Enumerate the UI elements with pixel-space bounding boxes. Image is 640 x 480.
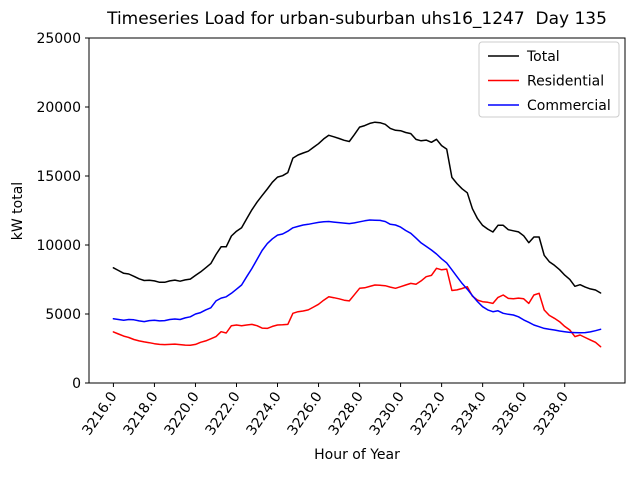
- y-axis-label: kW total: [10, 181, 26, 241]
- legend-label: Commercial: [527, 98, 611, 114]
- y-tick-label: 20000: [36, 100, 81, 116]
- y-tick-label: 15000: [36, 169, 81, 185]
- x-tick-label: 3222.0: [203, 389, 244, 438]
- y-tick-label: 0: [72, 376, 81, 392]
- x-tick-label: 3230.0: [367, 389, 408, 438]
- x-tick-label: 3236.0: [490, 389, 531, 438]
- series-line-commercial: [112, 219, 602, 334]
- x-axis-label: Hour of Year: [314, 447, 400, 463]
- x-tick-label: 3224.0: [244, 389, 285, 438]
- chart-title: Timeseries Load for urban-suburban uhs16…: [107, 9, 607, 29]
- legend-label: Total: [526, 49, 560, 65]
- x-tick-label: 3228.0: [326, 389, 367, 438]
- x-tick-label: 3232.0: [408, 389, 449, 438]
- y-tick-label: 25000: [36, 31, 81, 47]
- series-line-total: [112, 121, 602, 294]
- legend-box: [478, 41, 620, 118]
- x-tick-label: 3234.0: [449, 389, 490, 438]
- x-tick-label: 3216.0: [79, 389, 120, 438]
- x-tick-label: 3238.0: [531, 389, 572, 438]
- legend: Total Residential Commercial: [478, 41, 620, 118]
- x-tick-label: 3218.0: [121, 389, 162, 438]
- x-tick-label: 3220.0: [162, 389, 203, 438]
- y-tick-label: 5000: [45, 307, 81, 323]
- series-line-residential: [112, 267, 602, 348]
- x-tick-label: 3226.0: [285, 389, 326, 438]
- legend-label: Residential: [527, 74, 604, 90]
- plot-frame: [88, 37, 626, 384]
- y-tick-label: 10000: [36, 238, 81, 254]
